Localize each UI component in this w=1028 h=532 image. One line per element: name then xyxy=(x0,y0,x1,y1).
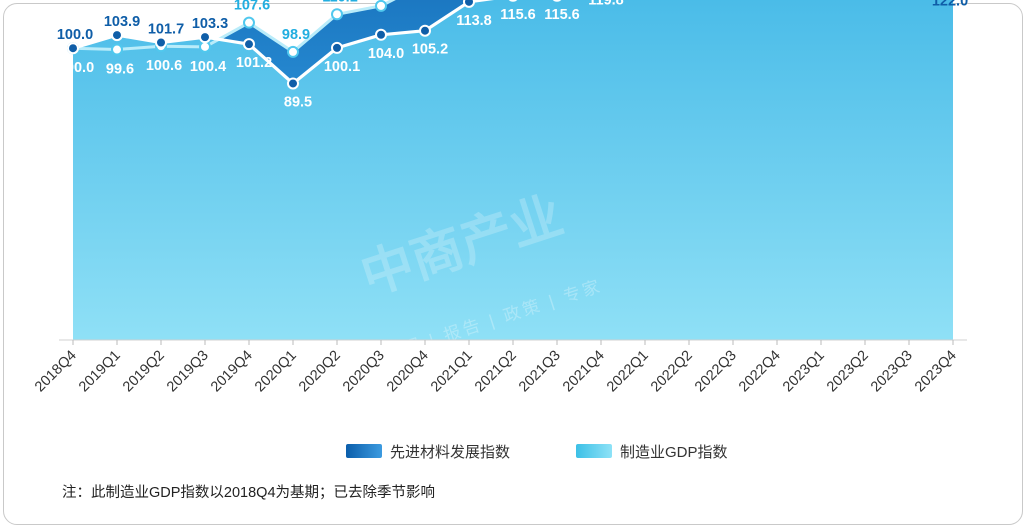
data-label-manufacturing-gdp: 99.6 xyxy=(106,62,134,78)
point-advanced-materials xyxy=(287,77,299,90)
data-label-advanced-materials: 101.2 xyxy=(236,55,272,71)
x-tick-label: 2023Q3 xyxy=(868,348,916,396)
data-label-advanced-materials: 101.7 xyxy=(148,21,184,37)
point-advanced-materials xyxy=(508,0,518,2)
x-tick-label: 2023Q1 xyxy=(780,348,828,396)
x-tick-label: 2020Q1 xyxy=(252,348,300,396)
x-tick-label: 2019Q4 xyxy=(208,348,256,396)
point-advanced-materials xyxy=(419,24,431,37)
legend-label-manufacturing-gdp: 制造业GDP指数 xyxy=(620,444,728,461)
x-tick-label: 2023Q4 xyxy=(912,348,960,396)
data-label-advanced-materials: 103.3 xyxy=(192,16,228,32)
data-label-advanced-materials: 113.8 xyxy=(456,13,492,29)
data-label-advanced-materials: 104.0 xyxy=(368,46,404,62)
data-label-advanced-materials: 121.7 xyxy=(676,0,712,2)
data-label-advanced-materials: 100.0 xyxy=(57,27,93,43)
data-label-advanced-materials: 103.9 xyxy=(104,14,140,30)
legend-label-advanced-materials: 先进材料发展指数 xyxy=(390,444,510,461)
data-label-advanced-materials: 89.5 xyxy=(284,94,312,110)
legend-swatch-advanced-materials xyxy=(346,444,382,458)
x-tick-label: 2022Q1 xyxy=(604,348,652,396)
point-advanced-materials xyxy=(552,0,562,2)
data-label-manufacturing-gdp: 100.6 xyxy=(146,58,182,74)
x-tick-label: 2018Q4 xyxy=(32,348,80,396)
x-tick-label: 2019Q3 xyxy=(164,348,212,396)
x-tick-label: 2019Q1 xyxy=(76,348,124,396)
point-manufacturing-gdp xyxy=(331,8,343,21)
footnote: 注：此制造业GDP指数以2018Q4为基期；已去除季节影响 xyxy=(62,485,436,501)
data-label-manufacturing-gdp: 107.6 xyxy=(234,0,270,14)
x-tick-label: 2022Q2 xyxy=(648,348,696,396)
x-tick-label: 2023Q2 xyxy=(824,348,872,396)
point-advanced-materials xyxy=(155,36,167,49)
point-advanced-materials xyxy=(111,29,123,42)
data-label-manufacturing-gdp: 110.1 xyxy=(322,0,358,5)
data-label-manufacturing-gdp: 100.4 xyxy=(190,59,226,75)
point-advanced-materials xyxy=(243,38,255,51)
point-manufacturing-gdp xyxy=(199,40,211,53)
point-advanced-materials xyxy=(331,41,343,54)
x-tick-label: 2021Q2 xyxy=(472,348,520,396)
x-tick-label: 2020Q2 xyxy=(296,348,344,396)
data-label-advanced-materials: 115.6 xyxy=(544,7,580,23)
data-label-advanced-materials: 105.2 xyxy=(412,42,448,58)
data-label-manufacturing-gdp: 100.0 xyxy=(58,60,94,76)
x-tick-label: 2021Q4 xyxy=(560,348,608,396)
x-tick-label: 2020Q3 xyxy=(340,348,388,396)
point-advanced-materials xyxy=(463,0,475,8)
x-tick-label: 2021Q1 xyxy=(428,348,476,396)
data-label-advanced-materials: 122.0 xyxy=(932,0,968,9)
point-advanced-materials xyxy=(199,31,211,44)
point-advanced-materials xyxy=(375,28,387,41)
line-advanced-materials xyxy=(72,0,495,86)
legend-swatch-manufacturing-gdp xyxy=(576,444,612,458)
data-label-manufacturing-gdp: 98.9 xyxy=(282,27,310,43)
x-tick-label: 2019Q2 xyxy=(120,348,168,396)
x-tick-label: 2022Q4 xyxy=(736,348,784,396)
x-tick-label: 2022Q3 xyxy=(692,348,740,396)
x-tick-label: 2021Q3 xyxy=(516,348,564,396)
point-advanced-materials xyxy=(67,42,79,55)
point-manufacturing-gdp xyxy=(375,0,387,12)
point-manufacturing-gdp xyxy=(111,43,123,56)
data-label-advanced-materials: 119.8 xyxy=(588,0,624,9)
data-label-advanced-materials: 100.1 xyxy=(324,59,360,75)
point-manufacturing-gdp xyxy=(243,16,255,29)
data-label-advanced-materials: 115.6 xyxy=(500,7,536,23)
point-manufacturing-gdp xyxy=(287,45,299,58)
